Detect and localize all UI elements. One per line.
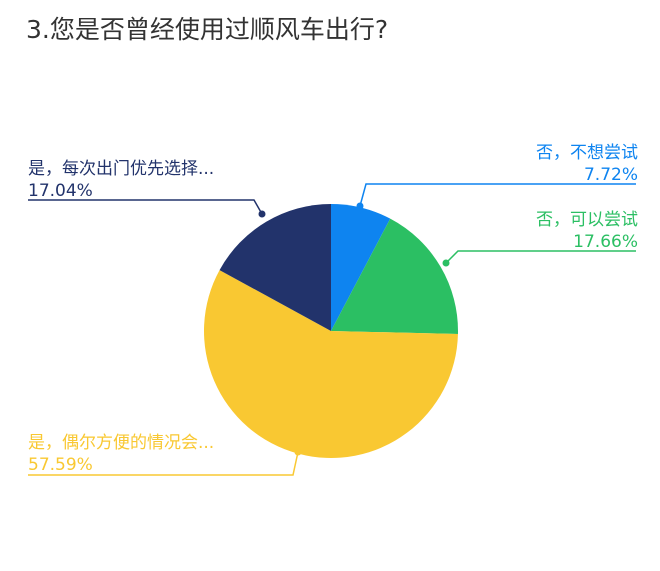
slice-percent-0: 7.72% [583, 165, 638, 185]
slice-label-0: 否，不想尝试 7.72% [536, 142, 638, 186]
slice-name-0: 否，不想尝试 [536, 143, 638, 163]
leader-line-2 [28, 451, 299, 476]
slice-label-1: 否，可以尝试 17.66% [536, 209, 638, 253]
slice-label-3: 是，每次出门优先选择... 17.04% [28, 158, 214, 202]
pie-slice-2 [203, 270, 458, 459]
pie-slice-3 [219, 204, 331, 331]
pie-slice-0 [331, 204, 391, 331]
slice-percent-2: 57.59% [28, 455, 93, 475]
chart-title: 3.您是否曾经使用过顺风车出行? [26, 15, 389, 44]
leader-line-0 [359, 183, 636, 207]
pie-slice-1 [331, 218, 458, 335]
leader-dot-1 [442, 259, 450, 267]
slice-label-2: 是，偶尔方便的情况会... 57.59% [28, 432, 214, 476]
slice-percent-3: 17.04% [28, 181, 93, 201]
leader-line-3 [28, 199, 263, 215]
leader-line-1 [445, 250, 636, 264]
leader-dot-2 [294, 448, 302, 456]
slice-name-1: 否，可以尝试 [536, 210, 638, 230]
slice-name-3: 是，每次出门优先选择... [28, 159, 215, 179]
leader-dot-3 [258, 210, 266, 218]
slice-name-2: 是，偶尔方便的情况会... [28, 433, 215, 453]
leader-dot-0 [356, 202, 364, 210]
slice-percent-1: 17.66% [573, 232, 638, 252]
